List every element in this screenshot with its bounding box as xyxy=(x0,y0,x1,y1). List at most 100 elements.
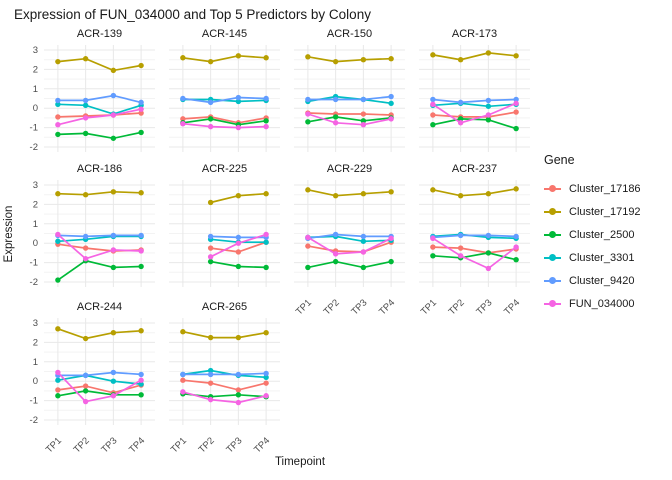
y-tick-label: 3 xyxy=(33,318,38,329)
data-point-FUN_034000 xyxy=(263,231,269,238)
data-point-FUN_034000 xyxy=(138,106,144,112)
data-point-FUN_034000 xyxy=(235,240,242,246)
facet-title: ACR-225 xyxy=(202,163,247,175)
data-point-Cluster_2500 xyxy=(235,392,242,398)
facet-title: ACR-186 xyxy=(77,163,122,175)
series-line-FUN_034000 xyxy=(182,391,267,404)
data-point-Cluster_17192 xyxy=(263,55,269,61)
data-point-Cluster_2500 xyxy=(485,117,492,123)
data-point-Cluster_17186 xyxy=(180,377,186,383)
data-point-Cluster_2500 xyxy=(138,392,144,398)
legend-item-label: Cluster_17192 xyxy=(569,205,641,218)
data-point-Cluster_3301 xyxy=(110,378,117,384)
data-point-Cluster_17192 xyxy=(388,189,394,195)
data-point-FUN_034000 xyxy=(263,123,269,130)
series-line-Cluster_17192 xyxy=(182,54,267,63)
legend-key-icon xyxy=(544,230,561,240)
data-point-FUN_034000 xyxy=(82,398,89,405)
series-line-FUN_034000 xyxy=(432,102,517,124)
data-point-Cluster_17186 xyxy=(138,110,144,116)
series-line-Cluster_17192 xyxy=(307,55,392,63)
data-point-FUN_034000 xyxy=(110,112,117,118)
data-point-FUN_034000 xyxy=(513,100,519,107)
legend-item: Cluster_3301 xyxy=(544,246,641,269)
data-point-Cluster_2500 xyxy=(207,116,214,122)
data-point-Cluster_17192 xyxy=(235,334,242,341)
series-line-FUN_034000 xyxy=(182,122,267,129)
data-point-Cluster_9420 xyxy=(207,233,214,240)
data-point-Cluster_17192 xyxy=(305,54,311,60)
y-tick-label: -1 xyxy=(30,123,38,134)
data-point-Cluster_17192 xyxy=(513,186,519,192)
series-line-Cluster_17186 xyxy=(182,379,267,391)
data-point-Cluster_2500 xyxy=(82,130,89,137)
data-point-FUN_034000 xyxy=(207,123,214,130)
data-point-Cluster_17192 xyxy=(235,53,242,59)
facet-title: ACR-229 xyxy=(327,163,372,175)
data-point-FUN_034000 xyxy=(235,399,242,406)
data-point-Cluster_9420 xyxy=(360,96,367,103)
data-point-Cluster_9420 xyxy=(430,96,436,103)
data-point-FUN_034000 xyxy=(305,234,311,241)
data-point-FUN_034000 xyxy=(55,121,61,128)
y-tick-label: -2 xyxy=(30,415,38,426)
data-point-FUN_034000 xyxy=(263,393,269,399)
data-point-Cluster_9420 xyxy=(180,371,186,378)
data-point-Cluster_17192 xyxy=(138,62,144,69)
y-tick-label: 0 xyxy=(33,238,38,249)
legend-items: Cluster_17186 Cluster_17192 Cluster_2500 Cl… xyxy=(544,177,641,315)
series-line-Cluster_9420 xyxy=(307,95,392,101)
data-point-FUN_034000 xyxy=(513,244,519,250)
facet-title: ACR-150 xyxy=(327,28,372,40)
data-point-Cluster_2500 xyxy=(430,121,436,128)
series-line-Cluster_17186 xyxy=(182,116,267,124)
data-point-FUN_034000 xyxy=(138,248,144,254)
series-line-Cluster_2500 xyxy=(307,116,392,123)
data-point-Cluster_2500 xyxy=(110,135,117,141)
data-point-FUN_034000 xyxy=(388,116,394,122)
data-point-Cluster_9420 xyxy=(263,95,269,102)
data-point-Cluster_17192 xyxy=(430,187,436,193)
data-point-Cluster_3301 xyxy=(55,377,61,383)
data-point-Cluster_3301 xyxy=(55,238,61,244)
series-line-Cluster_3301 xyxy=(57,103,142,115)
data-point-Cluster_17186 xyxy=(263,380,269,386)
legend-item: FUN_034000 xyxy=(544,292,641,315)
facet-ACR-139: ACR-139 3 2 1 0 -1 -2 xyxy=(30,28,155,153)
data-point-Cluster_17192 xyxy=(513,53,519,59)
legend-key-icon xyxy=(544,299,561,309)
data-point-Cluster_2500 xyxy=(55,277,61,283)
series-line-FUN_034000 xyxy=(57,233,142,260)
data-point-FUN_034000 xyxy=(207,396,214,403)
data-point-Cluster_9420 xyxy=(513,233,519,240)
series-line-Cluster_17186 xyxy=(432,246,517,254)
series-line-FUN_034000 xyxy=(432,237,517,270)
data-point-Cluster_2500 xyxy=(138,129,144,136)
data-point-Cluster_9420 xyxy=(485,232,492,239)
legend-item-label: Cluster_2500 xyxy=(569,228,635,241)
data-point-Cluster_2500 xyxy=(457,116,464,122)
series-line-Cluster_17192 xyxy=(57,190,142,196)
data-point-Cluster_17192 xyxy=(110,330,117,336)
data-point-Cluster_3301 xyxy=(138,381,144,387)
legend-item: Cluster_9420 xyxy=(544,269,641,292)
facet-ACR-229: ACR-229 TP1 TP2 TP3 TP4 xyxy=(294,163,405,317)
data-point-Cluster_2500 xyxy=(82,388,89,394)
data-point-Cluster_17192 xyxy=(360,57,367,63)
series-line-Cluster_9420 xyxy=(307,233,392,240)
data-point-Cluster_3301 xyxy=(360,238,367,244)
x-tick-label: TP3 xyxy=(224,435,244,455)
data-point-Cluster_17192 xyxy=(207,334,214,341)
data-point-Cluster_9420 xyxy=(180,95,186,102)
data-point-Cluster_17186 xyxy=(207,380,214,386)
data-point-Cluster_3301 xyxy=(55,101,61,108)
x-tick-label: TP4 xyxy=(502,297,522,317)
y-tick-label: -2 xyxy=(30,142,38,153)
legend-item-label: FUN_034000 xyxy=(569,297,635,310)
series-line-Cluster_17186 xyxy=(307,241,392,253)
data-point-Cluster_17192 xyxy=(82,56,89,62)
facet-title: ACR-139 xyxy=(77,28,122,40)
series-line-Cluster_9420 xyxy=(432,234,517,239)
data-point-Cluster_17186 xyxy=(430,244,436,250)
series-line-Cluster_3301 xyxy=(182,369,267,379)
